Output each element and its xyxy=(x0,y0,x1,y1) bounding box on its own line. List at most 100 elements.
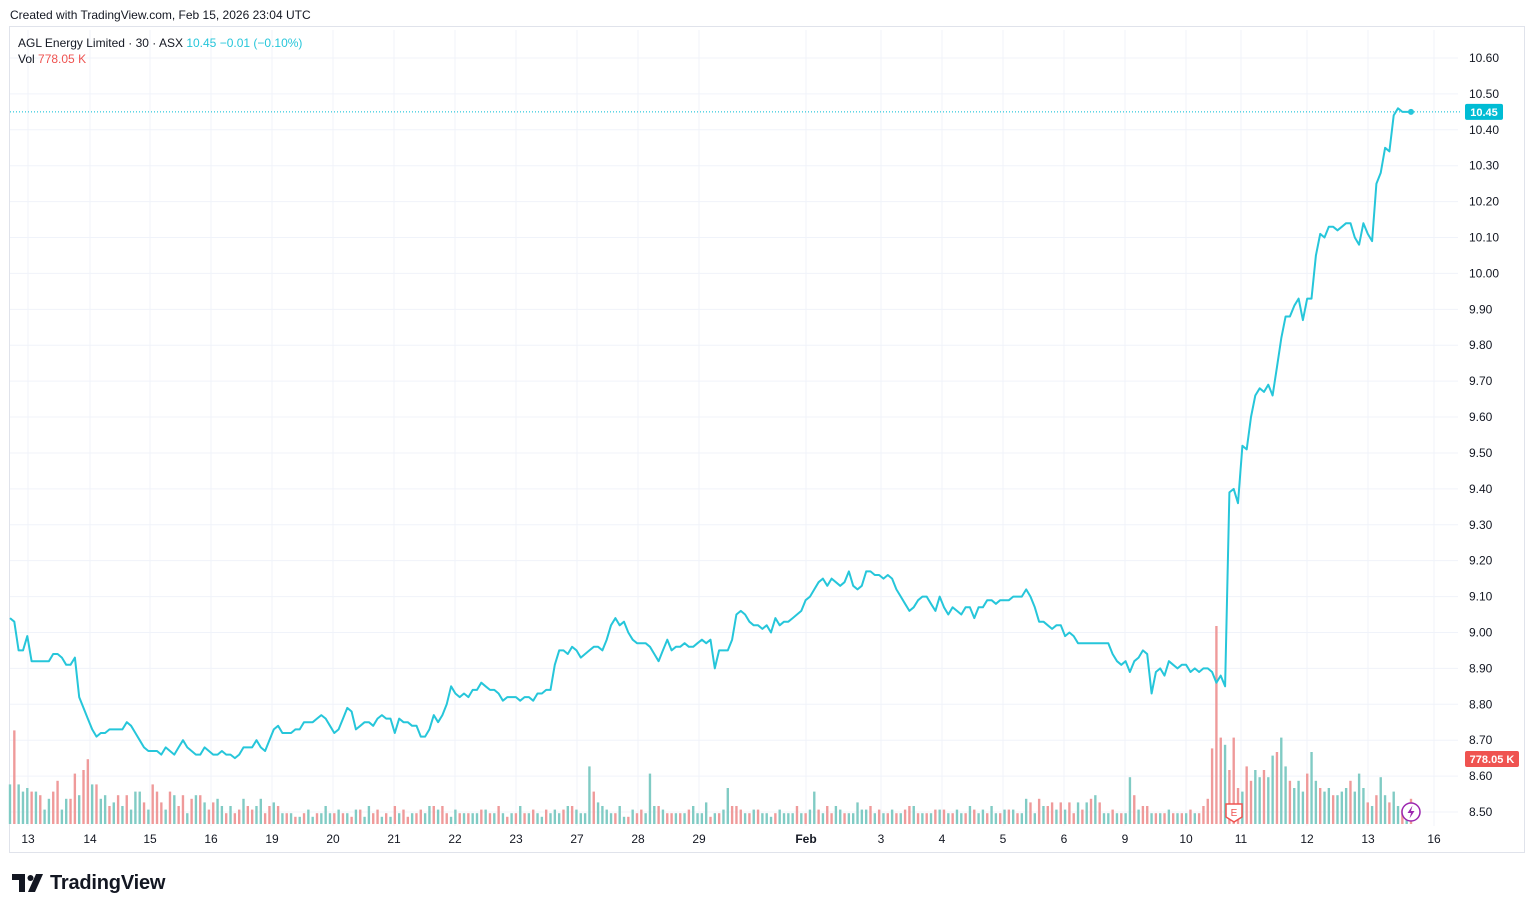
time-axis[interactable]: 13 14 15 16 19 20 21 22 23 27 28 29 Feb 3 4 5 6 9 10 11 12 13… xyxy=(21,832,1441,846)
volume-bar xyxy=(1150,813,1153,824)
volume-bar xyxy=(380,816,384,824)
volume-bar xyxy=(1154,813,1158,824)
volume-bar xyxy=(1033,813,1036,824)
volume-bar xyxy=(1146,806,1149,824)
last-price-tag-label: 10.45 xyxy=(1470,107,1498,119)
volume-bar xyxy=(1072,813,1075,824)
volume-bar xyxy=(1396,806,1400,824)
volume-bar xyxy=(510,813,513,824)
volume-bar xyxy=(1293,788,1296,824)
volume-bar xyxy=(103,795,107,824)
volume-bar xyxy=(692,806,695,824)
lightning-bolt-icon[interactable] xyxy=(1401,802,1421,822)
volume-bar xyxy=(237,809,241,824)
volume-bar xyxy=(147,809,150,824)
volume-bar xyxy=(134,791,137,824)
volume-bar xyxy=(735,806,738,824)
volume-bar xyxy=(1020,813,1024,824)
volume-bar xyxy=(977,813,980,824)
volume-bar xyxy=(281,813,284,824)
volume-bar xyxy=(648,773,652,824)
volume-bar xyxy=(748,813,751,824)
volume-bar xyxy=(942,809,946,824)
volume-bar xyxy=(397,813,401,824)
legend-symbol: AGL Energy Limited · 30 · ASX xyxy=(18,36,183,50)
volume-bar xyxy=(432,806,435,824)
legend-price-row[interactable]: AGL Energy Limited · 30 · ASX 10.45 −0.0… xyxy=(18,35,302,51)
volume-bar xyxy=(354,809,358,824)
volume-bar xyxy=(670,813,673,824)
y-tick-label: 9.30 xyxy=(1469,518,1493,532)
volume-bar xyxy=(121,806,124,824)
volume-bar xyxy=(1115,813,1119,824)
volume-bar xyxy=(765,813,768,824)
volume-bar xyxy=(631,809,634,824)
volume-bar xyxy=(800,813,803,824)
volume-bar xyxy=(372,813,375,824)
volume-bar xyxy=(207,809,211,824)
y-tick-label: 10.00 xyxy=(1469,266,1499,280)
volume-bar xyxy=(367,806,371,824)
volume-bar xyxy=(752,809,755,824)
volume-bar xyxy=(743,813,747,824)
volume-bar xyxy=(921,813,924,824)
volume-bar xyxy=(410,813,414,824)
volume-bar xyxy=(216,798,219,824)
y-tick-label: 9.90 xyxy=(1469,302,1493,316)
volume-bar xyxy=(934,809,937,824)
volume-bar xyxy=(30,791,33,824)
volume-bar xyxy=(912,806,915,824)
volume-bar xyxy=(77,795,81,824)
earnings-marker[interactable]: E xyxy=(1225,803,1243,823)
volume-bar xyxy=(1310,752,1313,824)
volume-bar xyxy=(1379,777,1382,824)
volume-bar xyxy=(1262,770,1266,824)
volume-bar xyxy=(839,809,842,824)
volume-bar xyxy=(1050,802,1054,824)
volume-bar xyxy=(532,809,535,824)
volume-bar xyxy=(856,802,859,824)
volume-bar xyxy=(199,795,202,824)
x-tick-label: 12 xyxy=(1300,832,1314,846)
volume-bar xyxy=(506,816,509,824)
volume-bar xyxy=(173,795,176,824)
volume-bar xyxy=(1171,813,1175,824)
volume-bar xyxy=(687,809,691,824)
y-tick-label: 9.10 xyxy=(1469,590,1493,604)
volume-bar xyxy=(1128,777,1132,824)
volume-bar xyxy=(877,809,881,824)
legend-last-price: 10.45 xyxy=(186,36,217,50)
volume-bar xyxy=(605,809,608,824)
volume-bar xyxy=(1306,773,1309,824)
volume-bar xyxy=(830,813,833,824)
volume-bar xyxy=(951,813,954,824)
volume-bar xyxy=(852,813,855,824)
volume-bar xyxy=(908,806,911,824)
volume-bar xyxy=(333,813,336,824)
volume-bars xyxy=(8,626,1413,824)
volume-bar xyxy=(181,795,185,824)
volume-bar xyxy=(679,813,682,824)
volume-bar xyxy=(653,806,656,824)
tradingview-logo[interactable]: TradingView xyxy=(12,871,165,895)
volume-bar xyxy=(190,798,193,824)
volume-bar xyxy=(804,813,807,824)
volume-bar xyxy=(1388,802,1391,824)
volume-bar xyxy=(843,813,846,824)
volume-bar xyxy=(445,813,448,824)
volume-bar xyxy=(787,813,790,824)
price-axis[interactable]: 10.60 10.50 10.40 10.30 10.20 10.10 10.00 9.90 9… xyxy=(1469,51,1499,819)
volume-bar xyxy=(726,788,729,824)
volume-bar xyxy=(717,813,721,824)
volume-bar xyxy=(713,813,717,824)
volume-bar xyxy=(1327,788,1331,824)
x-tick-label: Feb xyxy=(795,832,816,846)
chart-frame xyxy=(9,26,1525,853)
x-tick-label: 21 xyxy=(387,832,401,846)
legend-volume-row[interactable]: Vol 778.05 K xyxy=(18,51,302,67)
volume-bar xyxy=(1046,806,1049,824)
volume-bar xyxy=(1362,788,1365,824)
volume-bar xyxy=(359,809,362,824)
volume-bar xyxy=(769,816,773,824)
